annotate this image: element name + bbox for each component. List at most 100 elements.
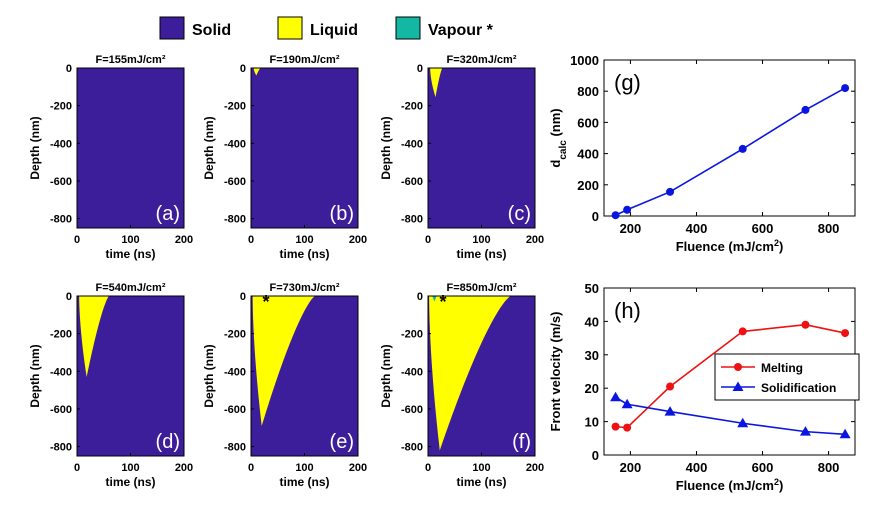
ytick-label-e: -800 <box>224 442 246 454</box>
ytick-label-b: -600 <box>224 176 246 188</box>
legend-label-solidification: Solidification <box>761 381 836 395</box>
x-axis-label-h: Fluence (mJ/cm2) <box>676 477 784 493</box>
legend-label-vapour: Vapour * <box>428 22 494 39</box>
data-point-g-d_calc <box>623 205 632 214</box>
panel-label-a: (a) <box>156 203 180 225</box>
data-point-h-melting <box>841 329 850 338</box>
data-point-h-solidification <box>799 426 811 436</box>
xtick-label-b: 200 <box>349 234 367 246</box>
ytick-label-h: 0 <box>592 448 599 463</box>
xtick-label-c: 100 <box>472 234 490 246</box>
ytick-label-c: -600 <box>401 176 423 188</box>
xtick-label-f: 200 <box>526 462 544 474</box>
panel-g: 0 200 400 600 800 1000 200 400 600 800 Fluence (mJ… <box>548 53 856 254</box>
data-point-h-solidification <box>621 398 633 409</box>
ytick-label-d: -600 <box>50 404 72 416</box>
ytick-label-g: 0 <box>592 209 599 224</box>
x-axis-label-f: time (ns) <box>456 475 506 489</box>
x-axis-label-a: time (ns) <box>105 247 155 261</box>
data-point-g-d_calc <box>738 144 747 153</box>
ytick-label-g: 200 <box>577 178 599 193</box>
panel-label-e: (e) <box>330 431 354 453</box>
data-point-h-melting <box>666 382 675 391</box>
ytick-label-g: 1000 <box>570 53 599 68</box>
data-point-h-solidification <box>839 428 851 439</box>
ytick-label-e: 0 <box>240 291 246 303</box>
ytick-label-h: 40 <box>585 314 599 329</box>
legend-swatch-vapour <box>395 16 421 40</box>
liquid-region-c <box>430 68 443 98</box>
panel-label-f: (f) <box>512 431 531 453</box>
ytick-label-b: 0 <box>240 63 246 75</box>
ytick-label-f: -800 <box>401 442 423 454</box>
y-axis-label-g: dcalc (nm) <box>548 108 569 167</box>
panel-title-b: F=190mJ/cm² <box>269 54 339 66</box>
panel-label-d: (d) <box>156 431 180 453</box>
xtick-label-a: 0 <box>74 234 80 246</box>
xtick-label-g: 800 <box>818 221 840 236</box>
data-point-h-melting <box>623 423 632 432</box>
xtick-label-h: 200 <box>620 460 642 475</box>
panel-title-a: F=155mJ/cm² <box>95 54 165 66</box>
ytick-label-a: -600 <box>50 176 72 188</box>
legend-box-h <box>714 353 860 401</box>
ytick-label-b: -400 <box>224 138 246 150</box>
y-axis-label-c: Depth (nm) <box>379 116 393 179</box>
y-axis-label-f: Depth (nm) <box>379 344 393 407</box>
data-point-g-d_calc <box>841 84 850 93</box>
data-point-h-solidification <box>610 391 622 402</box>
vapour-region-f <box>432 296 437 302</box>
ytick-label-c: -400 <box>401 138 423 150</box>
x-axis-label-e: time (ns) <box>279 475 329 489</box>
ytick-label-d: -400 <box>50 366 72 378</box>
ytick-label-h: 20 <box>585 381 599 396</box>
ytick-label-a: -800 <box>50 214 72 226</box>
xtick-label-e: 0 <box>248 462 254 474</box>
ytick-label-b: -200 <box>224 101 246 113</box>
data-point-h-melting <box>801 320 810 329</box>
ytick-label-d: -200 <box>50 329 72 341</box>
liquid-region-d <box>79 296 110 377</box>
data-point-g-d_calc <box>611 211 620 220</box>
vapour-asterisk-e: * <box>262 292 269 312</box>
ytick-label-e: -400 <box>224 366 246 378</box>
ytick-label-g: 800 <box>577 84 599 99</box>
x-axis-label-b: time (ns) <box>279 247 329 261</box>
panel-label-b: (b) <box>330 203 354 225</box>
ytick-label-f: -400 <box>401 366 423 378</box>
panel-label-g: (g) <box>614 70 641 95</box>
x-axis-label-d: time (ns) <box>105 475 155 489</box>
liquid-region-e <box>252 296 316 426</box>
xtick-label-b: 100 <box>295 234 313 246</box>
xtick-label-g: 200 <box>620 221 642 236</box>
ytick-label-g: 400 <box>577 147 599 162</box>
y-axis-label-b: Depth (nm) <box>202 116 216 179</box>
xtick-label-g: 600 <box>752 221 774 236</box>
panel-title-c: F=320mJ/cm² <box>446 54 516 66</box>
liquid-region-b <box>253 68 261 76</box>
top-legend: Solid Liquid Vapour * <box>159 16 494 40</box>
solid-region-a <box>77 68 184 228</box>
legend-marker-solidification <box>732 381 744 391</box>
y-axis-label-e: Depth (nm) <box>202 344 216 407</box>
xtick-label-f: 0 <box>425 462 431 474</box>
ytick-label-c: -800 <box>401 214 423 226</box>
ytick-label-b: -800 <box>224 214 246 226</box>
ytick-label-d: -800 <box>50 442 72 454</box>
ytick-label-c: -200 <box>401 101 423 113</box>
ytick-label-a: -200 <box>50 101 72 113</box>
xtick-label-a: 100 <box>121 234 139 246</box>
ytick-label-a: -400 <box>50 138 72 150</box>
data-point-h-solidification <box>664 406 676 416</box>
y-axis-label-h: Front velocity (m/s) <box>548 312 563 432</box>
xtick-label-e: 200 <box>349 462 367 474</box>
legend-swatch-solid <box>159 16 185 40</box>
xtick-label-b: 0 <box>248 234 254 246</box>
xtick-label-d: 0 <box>74 462 80 474</box>
